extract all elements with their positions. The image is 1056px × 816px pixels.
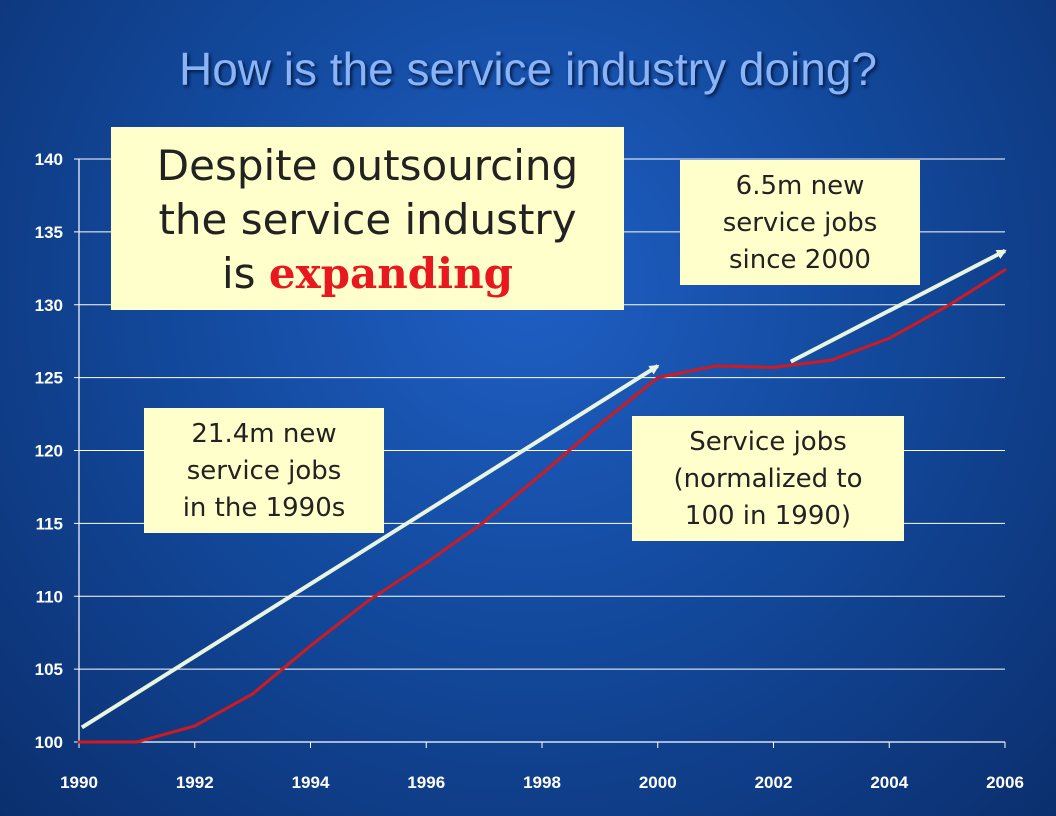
data-point-1995 (366, 599, 370, 603)
y-tick-label: 105 (35, 660, 63, 679)
trend-arrows (80, 249, 1007, 730)
y-tick-label: 140 (35, 150, 63, 169)
y-tick-label: 120 (35, 442, 63, 461)
since-2000-line-2: service jobs (722, 208, 878, 238)
y-tick-label: 115 (36, 514, 63, 533)
x-tick-label: 2006 (986, 773, 1024, 792)
data-point-2000 (656, 376, 660, 380)
headline-line-1: Despite outsourcing (156, 141, 579, 190)
nineties-line-1: 21.4m new (191, 419, 337, 449)
data-point-2004 (887, 336, 891, 340)
since-2000-line-3: since 2000 (729, 245, 871, 275)
y-axis-tick-labels: 100 105 110 115 120 125 130 135 140 (35, 150, 63, 752)
data-point-1999 (598, 422, 602, 426)
data-point-2003 (829, 358, 833, 362)
headline-line-2: the service industry (158, 195, 577, 244)
headline-emphasis: expanding (268, 249, 513, 298)
y-tick-label: 125 (35, 369, 63, 388)
x-tick-label: 2004 (870, 773, 908, 792)
data-point-1994 (309, 644, 312, 648)
series-description-callout: Service jobs (normalized to 100 in 1990) (632, 416, 904, 541)
since-2000-line-1: 6.5m new (735, 171, 865, 201)
series-description-line-2: (normalized to (673, 464, 863, 494)
headline-line-3: is expanding (111, 247, 624, 301)
data-point-1990 (77, 740, 81, 744)
trend-arrow-1 (80, 364, 660, 730)
y-tick-label: 110 (36, 587, 63, 606)
x-tick-label: 2000 (639, 773, 677, 792)
x-tick-label: 1992 (176, 773, 214, 792)
y-tick-label: 100 (35, 733, 63, 752)
headline-callout: Despite outsourcing the service industry… (111, 127, 624, 310)
x-tick-label: 1994 (292, 773, 330, 792)
x-axis-tick-labels: 1990 1992 1994 1996 1998 2000 2002 2004 2006 (60, 773, 1024, 792)
data-point-2005 (945, 304, 949, 308)
trend-arrow-2 (789, 249, 1007, 364)
data-point-1997 (482, 520, 486, 524)
data-point-1993 (251, 692, 255, 696)
x-tick-label: 1990 (60, 773, 98, 792)
y-tick-label: 135 (35, 223, 63, 242)
series-description-line-1: Service jobs (689, 427, 847, 457)
data-point-1991 (135, 740, 139, 744)
x-tick-label: 2002 (755, 773, 793, 792)
data-point-2006 (1003, 268, 1007, 272)
slide-title: How is the service industry doing? (179, 43, 877, 95)
data-point-1998 (540, 472, 544, 476)
nineties-line-2: service jobs (186, 456, 342, 486)
headline-prefix: is (221, 249, 269, 298)
x-tick-label: 1998 (523, 773, 561, 792)
y-tick-label: 130 (35, 296, 63, 315)
data-point-1996 (424, 561, 428, 565)
series-description-line-3: 100 in 1990) (684, 501, 852, 531)
data-point-1992 (193, 724, 197, 728)
series-layer (77, 268, 1007, 744)
since-2000-callout: 6.5m new service jobs since 2000 (680, 160, 920, 285)
x-tick-label: 1996 (407, 773, 445, 792)
nineties-callout: 21.4m new service jobs in the 1990s (144, 408, 384, 533)
data-point-2002 (772, 365, 775, 369)
nineties-line-3: in the 1990s (182, 493, 346, 523)
axes (74, 158, 1006, 748)
data-point-2001 (714, 364, 718, 368)
